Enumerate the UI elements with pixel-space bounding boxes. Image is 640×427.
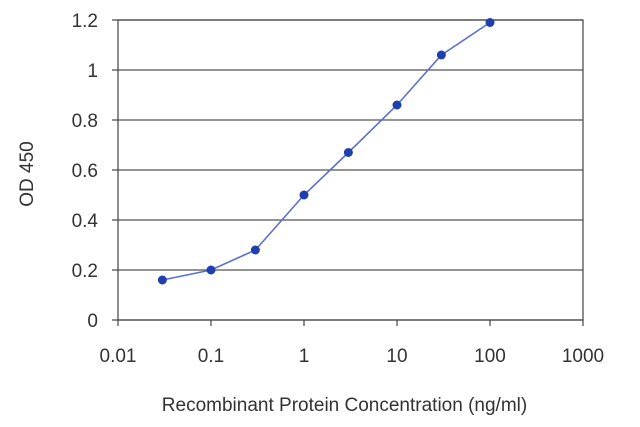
y-axis-ticks: 0 0.2 0.4 0.6 0.8 1 1.2 [72, 11, 118, 332]
series-line [162, 21, 491, 281]
x-tick-label: 1 [299, 346, 310, 367]
x-tick-label: 100 [474, 346, 506, 367]
data-point [343, 148, 353, 157]
y-tick-label: 1.2 [72, 11, 98, 32]
data-point [299, 190, 309, 200]
x-tick-label: 0.01 [100, 346, 137, 367]
x-tick-label: 1000 [562, 346, 604, 367]
y-tick-label: 0.8 [72, 111, 98, 132]
y-tick-label: 1 [87, 61, 98, 82]
y-tick-label: 0.2 [72, 261, 98, 282]
x-tick-label: 10 [386, 346, 407, 367]
series-layer [157, 18, 495, 285]
data-point [250, 245, 260, 255]
data-point [436, 50, 446, 60]
y-tick-label: 0.6 [72, 161, 98, 182]
data-point [485, 18, 495, 27]
data-point [157, 275, 167, 285]
data-point [206, 265, 216, 275]
y-tick-label: 0.4 [72, 211, 99, 232]
data-point [392, 100, 402, 110]
x-axis-ticks: 0.01 0.1 1 10 100 1000 [100, 320, 604, 367]
x-tick-label: 0.1 [198, 346, 224, 367]
x-axis-title: Recombinant Protein Concentration (ng/ml… [162, 395, 527, 416]
y-axis-title: OD 450 [17, 141, 38, 206]
y-tick-label: 0 [87, 311, 98, 332]
